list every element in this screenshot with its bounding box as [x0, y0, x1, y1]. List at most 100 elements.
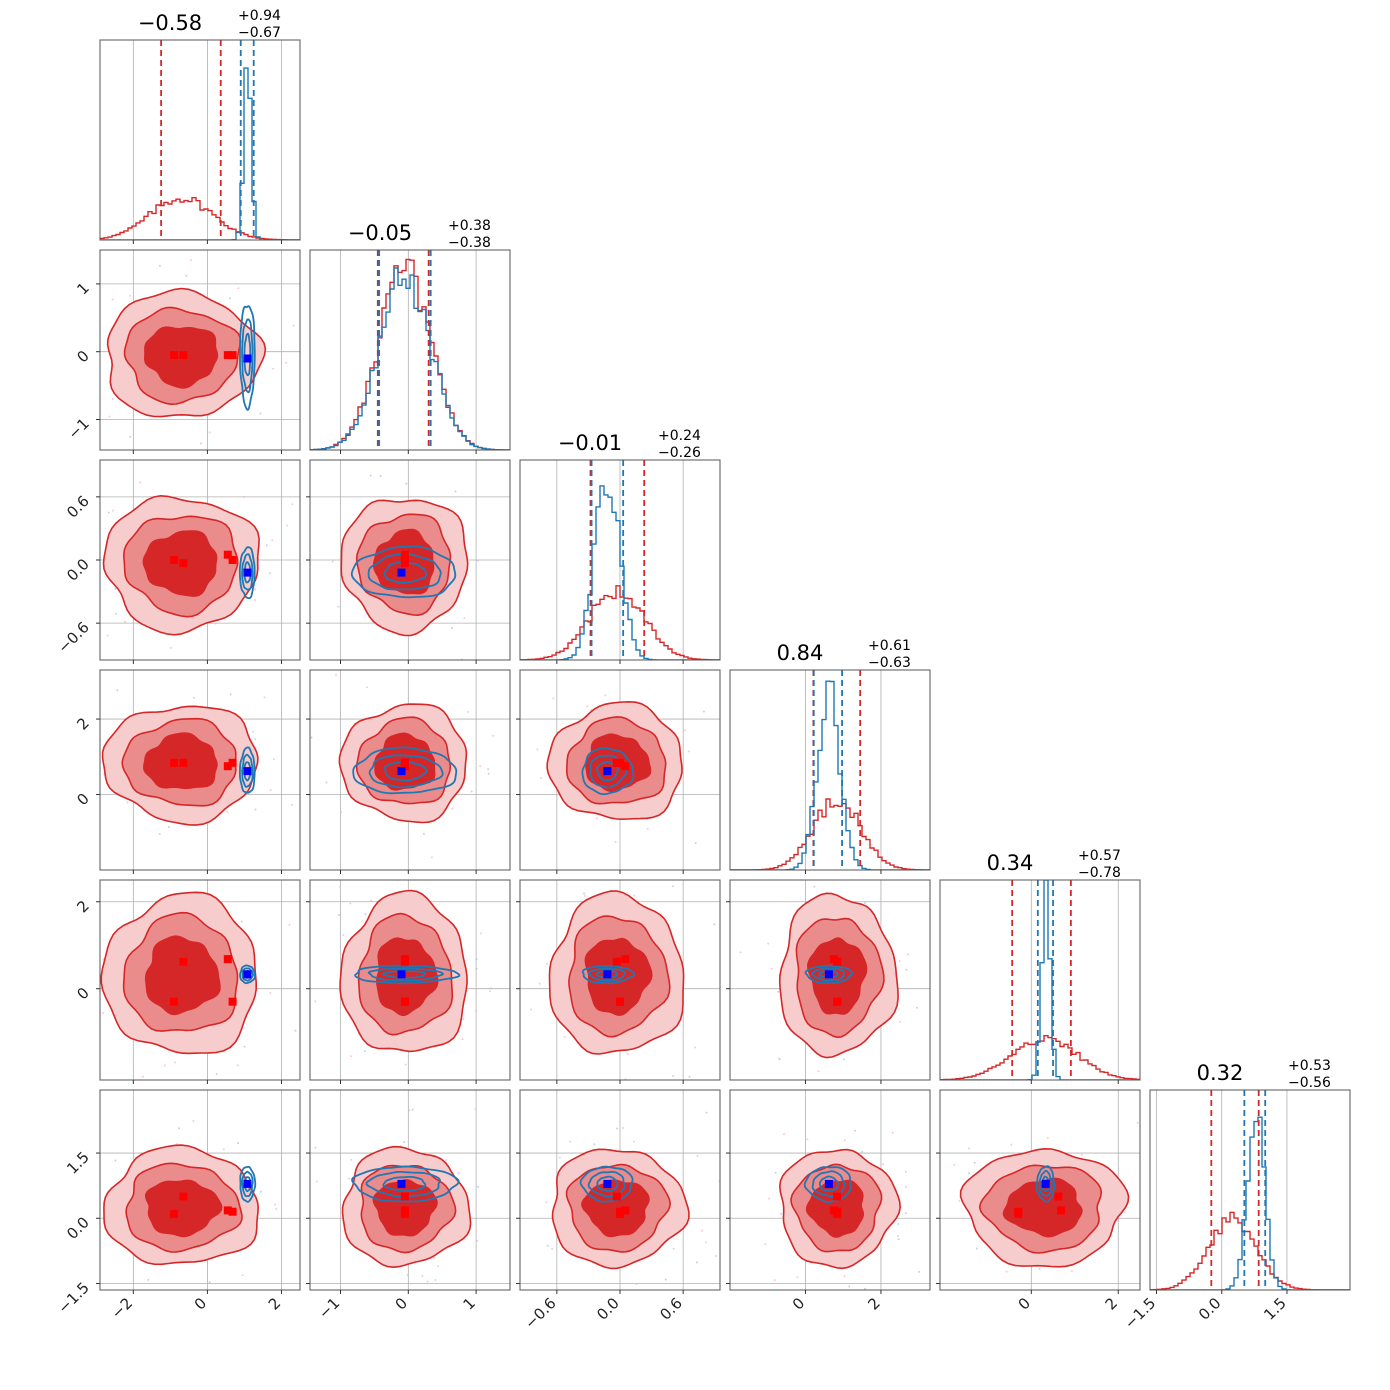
title-lower-error: −0.56 — [1288, 1075, 1331, 1091]
blue-contour-level-1 — [239, 1165, 257, 1203]
sample-point — [292, 324, 295, 327]
sample-point — [968, 1147, 971, 1150]
y-tick-label: 1.5 — [63, 1148, 93, 1178]
sample-point — [907, 953, 910, 956]
panel-5-0: −2 0 2 −1.5 0.0 1.5 — [54, 1089, 301, 1322]
sample-point — [310, 736, 313, 739]
x-tick-label: 2 — [265, 1294, 284, 1313]
sample-point — [767, 942, 770, 945]
panel-frame — [939, 1089, 1141, 1291]
sample-point — [702, 710, 705, 713]
gridlines — [340, 250, 477, 450]
sample-point — [349, 1055, 352, 1058]
sample-point — [254, 599, 256, 601]
title-lower-error: −0.38 — [448, 235, 491, 251]
sample-point — [870, 877, 872, 879]
panel-title: 0.84 — [777, 641, 824, 665]
sample-point — [433, 1256, 436, 1259]
panel-body — [520, 670, 720, 870]
panel-4-2 — [516, 879, 721, 1084]
marker-blue — [397, 1179, 406, 1188]
blue-contour-level-1 — [351, 1165, 460, 1203]
x-tick-label: 0.6 — [656, 1294, 686, 1324]
blue-contour-level-2 — [367, 553, 442, 591]
sample-point — [477, 1185, 480, 1188]
histogram-blue — [310, 267, 510, 450]
sample-point — [747, 1180, 749, 1182]
sample-point — [315, 1180, 318, 1183]
sample-point — [646, 827, 649, 830]
sample-point — [22, 371, 24, 373]
panel-frame — [309, 669, 511, 871]
sample-point — [823, 1099, 825, 1101]
sample-point — [1024, 1294, 1026, 1296]
sample-point — [86, 1217, 88, 1219]
sample-point — [229, 297, 231, 300]
panel-4-3 — [726, 877, 931, 1101]
sample-point — [474, 1108, 477, 1111]
sample-point — [350, 1158, 353, 1161]
sample-point — [558, 1156, 561, 1159]
panel-frame — [309, 249, 511, 451]
blue-contour-level-2 — [241, 967, 254, 982]
marker-red — [1014, 1207, 1023, 1216]
blue-contour-level-2 — [241, 318, 254, 394]
blue-contour-level-3 — [383, 761, 428, 782]
marker-red — [400, 1192, 409, 1201]
sample-point — [614, 841, 617, 843]
panel-body — [1150, 1090, 1350, 1290]
sample-point — [339, 558, 342, 561]
sample-point — [783, 1133, 786, 1136]
panel-0-0: −0.58 +0.94−0.67 — [99, 8, 301, 244]
sample-point — [583, 892, 586, 895]
x-tick-label: 0 — [1015, 1294, 1034, 1313]
panel-body — [271, 880, 510, 1080]
marker-blue — [397, 568, 406, 577]
marker-red — [616, 758, 624, 767]
sample-point — [694, 1046, 697, 1049]
sample-point — [843, 1139, 846, 1142]
sample-point — [107, 511, 110, 514]
sample-point — [403, 1141, 406, 1144]
sample-point — [489, 990, 491, 993]
sample-point — [975, 1247, 978, 1250]
panel-frame — [99, 879, 301, 1081]
marker-blue — [243, 568, 252, 577]
marker-red — [170, 556, 179, 564]
sample-point — [114, 1159, 117, 1162]
panel-body — [730, 877, 930, 1101]
marker-red — [179, 758, 188, 767]
sample-point — [616, 1127, 619, 1130]
title-lower-error: −0.67 — [238, 25, 281, 41]
panel-5-1: −1 0 1 — [306, 1089, 511, 1322]
title-upper-error: +0.57 — [1078, 848, 1121, 864]
marker-red — [616, 1207, 624, 1216]
x-tick-label: 0 — [191, 1294, 210, 1313]
marker-blue — [603, 1179, 612, 1188]
sample-point — [271, 915, 273, 917]
sample-point — [806, 1138, 809, 1141]
sample-point — [274, 1203, 277, 1206]
panel-3-1 — [306, 669, 511, 874]
sample-point — [404, 1063, 407, 1066]
panel-body — [520, 1090, 749, 1290]
sample-point — [108, 415, 111, 418]
sample-point — [185, 274, 188, 277]
sample-point — [208, 431, 211, 434]
sample-point — [457, 1172, 460, 1175]
sample-point — [335, 673, 337, 676]
x-tick-label: 2 — [864, 1294, 883, 1313]
sample-point — [158, 264, 161, 267]
sample-point — [764, 1243, 767, 1246]
histogram-blue — [940, 880, 1140, 1080]
sample-point — [664, 1278, 667, 1281]
marker-red — [400, 997, 409, 1006]
sample-point — [352, 677, 354, 679]
sample-point — [958, 1200, 961, 1203]
sample-point — [60, 1030, 62, 1032]
sample-point — [586, 705, 589, 708]
blue-contour-level-3 — [382, 970, 427, 979]
sample-point — [905, 968, 908, 971]
sample-point — [672, 1075, 675, 1077]
